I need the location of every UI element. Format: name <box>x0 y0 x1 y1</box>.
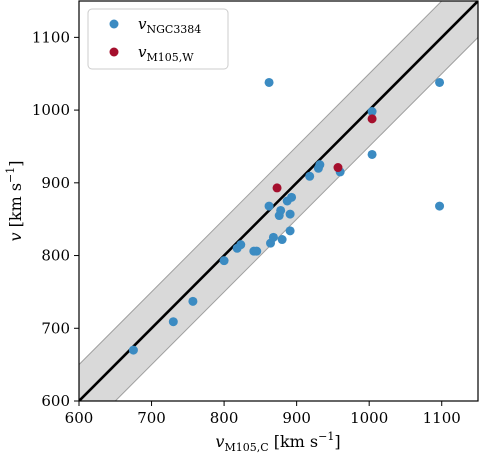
legend-label-m105w: vM105,W <box>138 43 194 64</box>
y-tick-label-0: 600 <box>41 392 70 410</box>
x-axis-ticks: 600 700 800 900 1000 1100 <box>65 401 461 427</box>
x-tick-label-0: 600 <box>65 409 94 427</box>
x-tick-label-2: 800 <box>210 409 239 427</box>
point-m105w-2 <box>367 114 377 124</box>
data-points <box>128 77 445 355</box>
x-axis-label: vM105,C [km s−1] <box>215 430 340 454</box>
point-ngc3384-5 <box>236 240 246 250</box>
x-tick-label-3: 900 <box>282 409 311 427</box>
y-tick-label-3: 900 <box>41 174 70 192</box>
y-axis-ticks: 600 700 800 900 1000 1100 <box>32 28 79 410</box>
point-ngc3384-3 <box>219 256 229 266</box>
y-tick-label-1: 700 <box>41 319 70 337</box>
legend-marker-ngc3384 <box>109 19 119 29</box>
x-tick-label-4: 1000 <box>350 409 388 427</box>
y-axis-label: v [km s−1] <box>4 160 25 241</box>
point-ngc3384-0 <box>128 345 138 355</box>
point-ngc3384-15 <box>285 226 295 236</box>
legend-box <box>87 8 229 70</box>
point-ngc3384-7 <box>252 246 262 256</box>
point-ngc3384-25 <box>435 77 445 87</box>
legend-label-ngc3384: vNGC3384 <box>138 15 201 36</box>
point-ngc3384-22 <box>367 149 377 159</box>
point-ngc3384-12 <box>276 205 286 215</box>
legend-marker-m105w <box>109 47 119 57</box>
y-tick-label-5: 1100 <box>32 28 70 46</box>
plot-frame <box>78 0 479 402</box>
point-ngc3384-16 <box>285 209 295 219</box>
x-tick-label-5: 1100 <box>423 409 461 427</box>
plot-area <box>79 1 478 401</box>
point-ngc3384-26 <box>435 201 445 211</box>
y-tick-label-2: 800 <box>41 247 70 265</box>
point-ngc3384-20 <box>315 160 325 170</box>
point-ngc3384-10 <box>268 232 278 242</box>
point-ngc3384-24 <box>264 77 274 87</box>
point-ngc3384-17 <box>287 192 297 202</box>
point-ngc3384-18 <box>305 171 315 181</box>
point-m105w-0 <box>272 183 282 193</box>
point-ngc3384-23 <box>367 107 377 117</box>
identity-line <box>79 1 478 401</box>
point-m105w-1 <box>333 163 343 173</box>
point-ngc3384-2 <box>188 296 198 306</box>
point-ngc3384-13 <box>277 235 287 245</box>
legend: vNGC3384 vM105,W <box>87 8 229 70</box>
point-ngc3384-1 <box>168 317 178 327</box>
y-tick-label-4: 1000 <box>32 101 70 119</box>
x-tick-label-1: 700 <box>137 409 166 427</box>
point-ngc3384-8 <box>264 201 274 211</box>
